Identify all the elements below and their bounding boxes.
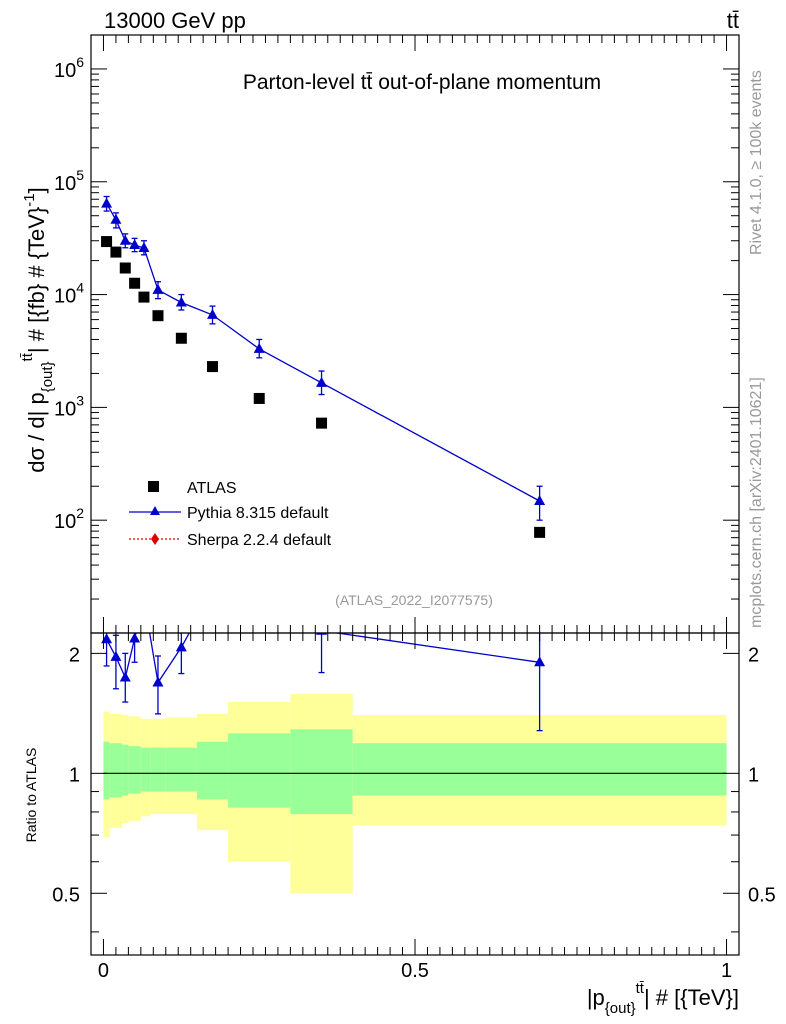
uncertainty-band-inner bbox=[150, 747, 166, 792]
main-plot-area bbox=[101, 195, 546, 538]
pythia-ratio-marker bbox=[254, 592, 265, 602]
ratio-y-tick-label-left: 2 bbox=[69, 644, 80, 666]
pythia-marker bbox=[129, 239, 141, 250]
uncertainty-band-inner bbox=[352, 743, 727, 796]
x-tick-label: 1 bbox=[721, 960, 732, 982]
x-tick-label: 0.5 bbox=[401, 960, 429, 982]
ratio-plot-area bbox=[101, 585, 727, 894]
legend-pythia-label: Pythia 8.315 default bbox=[187, 505, 329, 522]
rivet-version-label: Rivet 4.1.0, ≥ 100k events bbox=[748, 70, 765, 255]
uncertainty-band-inner bbox=[128, 746, 141, 794]
pythia-marker bbox=[207, 308, 218, 319]
pythia-marker bbox=[119, 234, 131, 245]
uncertainty-band-inner bbox=[122, 744, 129, 796]
legend-sherpa-label: Sherpa 2.2.4 default bbox=[187, 532, 332, 549]
ratio-panel: 0.5 0.5 1 1 2 2 0 0.5 1 Ratio to ATLAS |p{out}tt… bbox=[23, 585, 776, 1017]
legend-atlas-marker bbox=[148, 481, 159, 492]
atlas-marker bbox=[534, 526, 546, 538]
atlas-marker bbox=[152, 310, 164, 322]
atlas-marker bbox=[175, 332, 187, 344]
x-axis-title: |p{out}tt̄| # [{TeV}] bbox=[587, 980, 739, 1017]
atlas-marker bbox=[138, 291, 150, 303]
analysis-watermark: (ATLAS_2022_I2077575) bbox=[335, 592, 493, 608]
pythia-marker bbox=[138, 241, 150, 252]
main-y-axis-title: dσ / d| p{out}tt̄| # [{fb} # {TeV}-1] bbox=[19, 187, 56, 473]
mcplots-label: mcplots.cern.ch [arXiv:2401.10621] bbox=[748, 377, 765, 628]
ratio-y-tick-label-right: 0.5 bbox=[748, 884, 776, 906]
ratio-y-tick-label-right: 2 bbox=[748, 644, 759, 666]
y-tick-label: 103 bbox=[54, 392, 84, 420]
header-energy-label: 13000 GeV pp bbox=[104, 8, 246, 33]
pythia-ratio-marker bbox=[110, 650, 122, 661]
chart-title: Parton-level tt̄ out-of-plane momentum bbox=[243, 71, 601, 94]
pythia-ratio-marker bbox=[101, 633, 113, 644]
pythia-line bbox=[106, 203, 540, 502]
atlas-marker bbox=[316, 417, 328, 429]
ratio-y-axis-title: Ratio to ATLAS bbox=[23, 748, 39, 843]
atlas-marker bbox=[253, 392, 265, 404]
legend-sherpa-marker bbox=[151, 533, 159, 545]
uncertainty-band-inner bbox=[196, 741, 229, 800]
pythia-marker bbox=[152, 283, 164, 294]
uncertainty-band-inner bbox=[165, 747, 197, 792]
y-tick-label: 106 bbox=[54, 54, 84, 82]
legend: ATLAS Pythia 8.315 default Sherpa 2.2.4 … bbox=[129, 480, 332, 549]
y-tick-label: 105 bbox=[54, 167, 84, 195]
pythia-ratio-marker bbox=[534, 656, 546, 667]
ratio-y-tick-label-left: 0.5 bbox=[52, 884, 80, 906]
header-process-label: tt̄ bbox=[727, 8, 739, 33]
pythia-ratio-marker bbox=[129, 633, 141, 643]
pythia-marker bbox=[175, 296, 187, 307]
ratio-panel-ticks: 0.5 0.5 1 1 2 2 0 0.5 1 bbox=[52, 633, 776, 982]
uncertainty-band-inner bbox=[290, 729, 353, 815]
atlas-marker bbox=[129, 277, 141, 289]
main-panel: 102 103 104 105 106 Parton-level tt̄ out-of-… bbox=[19, 34, 740, 634]
atlas-marker bbox=[119, 262, 131, 274]
pythia-marker bbox=[101, 197, 113, 208]
atlas-marker bbox=[101, 236, 113, 248]
main-panel-ticks: 102 103 104 105 106 bbox=[54, 34, 739, 634]
uncertainty-band-inner bbox=[109, 743, 123, 798]
pythia-ratio-marker bbox=[175, 641, 187, 652]
ratio-y-tick-label-right: 1 bbox=[748, 764, 759, 786]
atlas-marker bbox=[110, 246, 122, 258]
uncertainty-band-inner bbox=[228, 733, 291, 808]
pythia-marker bbox=[534, 494, 546, 505]
uncertainty-band-inner bbox=[140, 747, 151, 792]
atlas-marker bbox=[207, 361, 218, 373]
pythia-marker bbox=[253, 342, 265, 353]
uncertainty-band-inner bbox=[103, 741, 110, 800]
pythia-marker bbox=[110, 213, 122, 224]
pythia-marker bbox=[316, 376, 328, 387]
x-tick-label: 0 bbox=[98, 960, 109, 982]
y-tick-label: 102 bbox=[54, 505, 84, 533]
legend-atlas-label: ATLAS bbox=[187, 480, 237, 497]
pythia-ratio-marker bbox=[119, 671, 131, 682]
y-tick-label: 104 bbox=[54, 280, 84, 308]
pythia-ratio-marker bbox=[138, 594, 149, 604]
ratio-y-tick-label-left: 1 bbox=[69, 764, 80, 786]
legend-pythia-marker bbox=[150, 506, 160, 515]
pythia-ratio-marker bbox=[207, 585, 218, 595]
pythia-ratio-marker bbox=[152, 676, 164, 687]
